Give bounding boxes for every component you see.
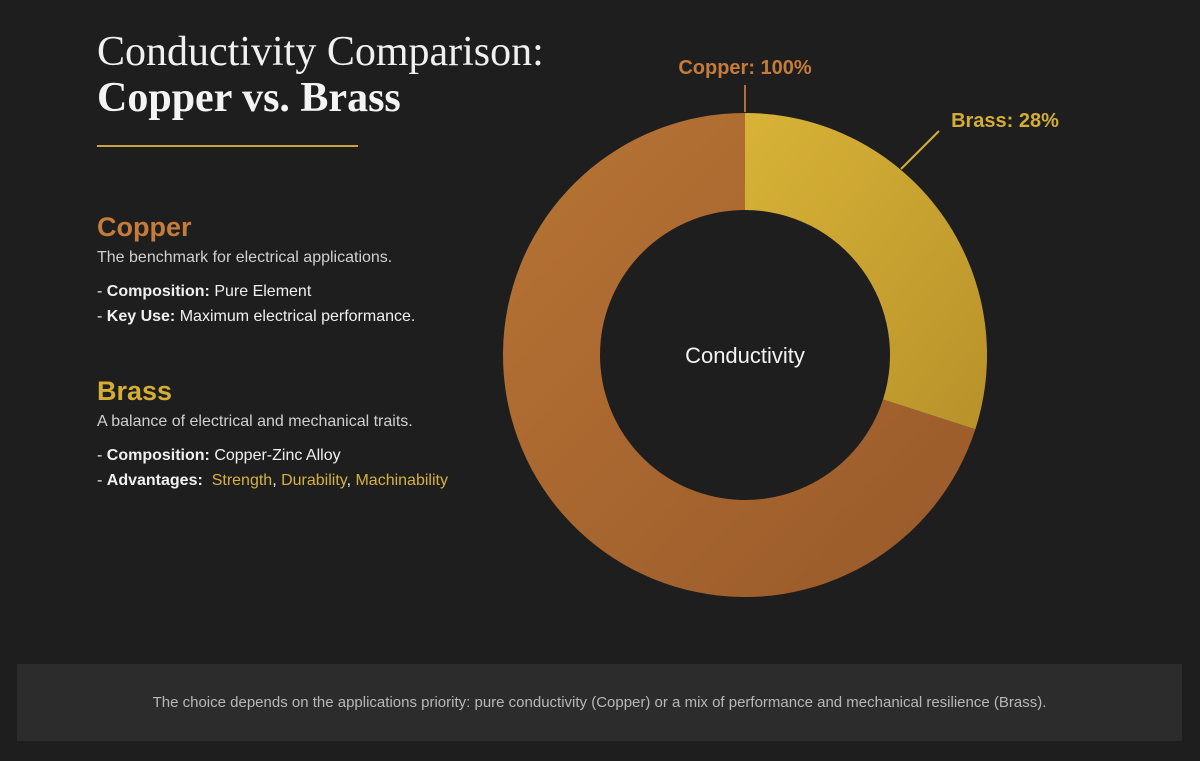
advantage-durability: Durability (281, 472, 347, 489)
title-divider (97, 145, 358, 147)
brass-heading: Brass (97, 376, 173, 406)
copper-slice (502, 113, 976, 597)
page-title-line2: Copper vs. Brass (97, 75, 401, 121)
footer-note: The choice depends on the applications p… (17, 664, 1182, 741)
value: Pure Element (214, 283, 312, 300)
label: Composition: (106, 283, 210, 300)
donut-center-label: Conductivity (685, 343, 805, 368)
brass-section: Brass A balance of electrical and mechan… (97, 376, 448, 493)
copper-key-use: - Key Use: Maximum electrical performanc… (97, 308, 416, 325)
footer-text: The choice depends on the applications p… (152, 694, 1047, 711)
copper-description: The benchmark for electrical application… (97, 249, 393, 266)
copper-section: Copper The benchmark for electrical appl… (97, 212, 415, 329)
brass-composition: - Composition: Copper-Zinc Alloy (97, 447, 341, 464)
copper-composition: - Composition: Pure Element (97, 283, 312, 300)
advantage-machinability: Machinability (355, 472, 448, 489)
brass-data-label: Brass: 28% (951, 110, 1059, 132)
value: Maximum electrical performance. (179, 308, 416, 325)
brass-leader-line (900, 130, 940, 170)
brass-advantages: - Advantages: Strength, Durability, Mach… (97, 472, 448, 489)
label: Advantages: (106, 472, 203, 489)
brass-description: A balance of electrical and mechanical t… (97, 413, 413, 430)
copper-heading: Copper (97, 212, 192, 242)
copper-data-label: Copper: 100% (678, 57, 812, 79)
value: Copper-Zinc Alloy (214, 447, 341, 464)
advantage-strength: Strength (211, 472, 273, 489)
label: Key Use: (106, 308, 176, 325)
brass-slice (745, 113, 988, 430)
label: Composition: (106, 447, 210, 464)
page-title-line1: Conductivity Comparison: (97, 29, 544, 75)
